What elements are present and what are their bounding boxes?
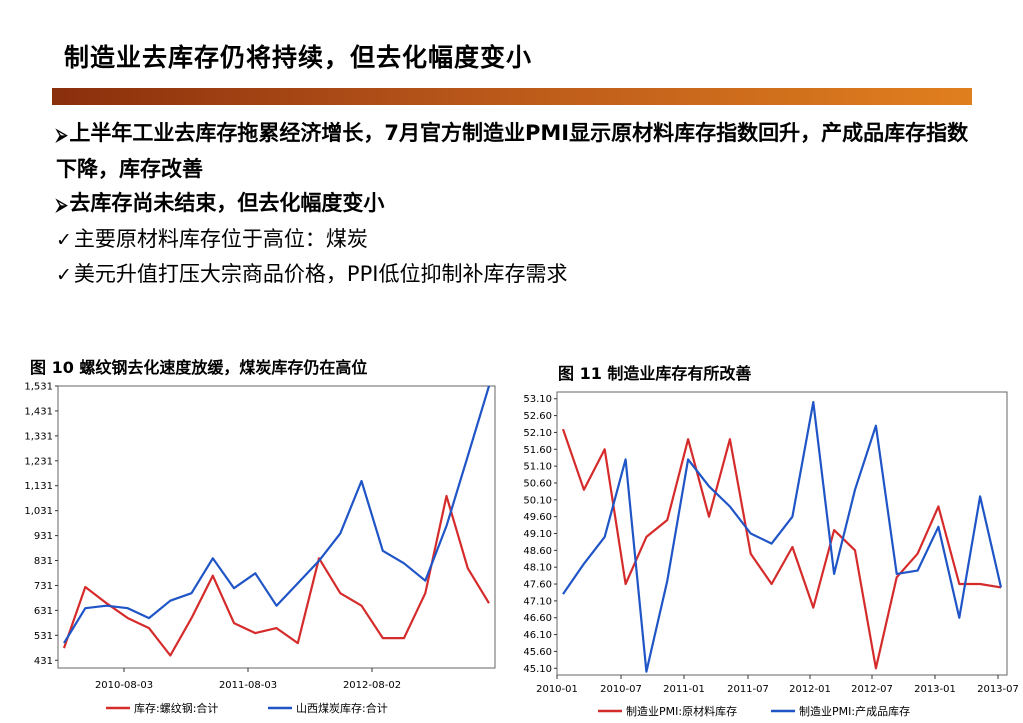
plot-frame xyxy=(57,385,496,669)
y-tick-label: 49.10 xyxy=(523,529,552,540)
series-line-1 xyxy=(62,494,490,657)
y-tick-label: 431 xyxy=(34,656,53,667)
x-tick-label: 2012-01 xyxy=(789,684,831,695)
y-tick-label: 53.10 xyxy=(523,394,552,405)
y-tick-label: 1,431 xyxy=(24,406,53,417)
x-tick-label: 2011-01 xyxy=(663,684,705,695)
checkmark-icon: ✓ xyxy=(56,264,72,286)
x-tick-label: 2010-07 xyxy=(600,684,642,695)
x-tick-label: 2013-01 xyxy=(914,684,956,695)
x-tick-label: 2013-07 xyxy=(977,684,1019,695)
y-tick-label: 50.60 xyxy=(523,478,552,489)
bullet-list: ⮚上半年工业去库存拖累经济增长，7月官方制造业PMI显示原材料库存指数回升，产成… xyxy=(56,116,976,292)
slide-title: 制造业去库存仍将持续，但去化幅度变小 xyxy=(64,43,533,72)
y-tick-label: 1,031 xyxy=(24,506,53,517)
y-tick-label: 1,231 xyxy=(24,456,53,467)
y-tick-label: 48.60 xyxy=(523,546,552,557)
y-tick-label: 731 xyxy=(34,581,53,592)
bullet-4: ✓美元升值打压大宗商品价格，PPI低位抑制补库存需求 xyxy=(56,257,976,292)
title-gradient-bar xyxy=(52,88,972,105)
y-tick-label: 631 xyxy=(34,606,53,617)
legend-label: 库存:螺纹钢:合计 xyxy=(134,701,218,715)
y-tick-label: 51.60 xyxy=(523,445,552,456)
y-tick-label: 51.10 xyxy=(523,462,552,473)
x-tick-label: 2010-01 xyxy=(536,684,578,695)
bullet-text: 美元升值打压大宗商品价格，PPI低位抑制补库存需求 xyxy=(73,262,568,286)
x-tick-label: 2011-07 xyxy=(727,684,769,695)
y-tick-label: 46.10 xyxy=(523,630,552,641)
x-tick-label: 2012-07 xyxy=(851,684,893,695)
legend-label: 制造业PMI:原材料库存 xyxy=(626,704,737,718)
x-tick-label: 2011-08-03 xyxy=(219,680,277,691)
y-tick-label: 45.10 xyxy=(523,664,552,675)
y-tick-label: 47.10 xyxy=(523,596,552,607)
bullet-text: 主要原材料库存位于高位：煤炭 xyxy=(73,227,368,251)
x-tick-label: 2010-08-03 xyxy=(95,680,153,691)
series-line-2 xyxy=(562,401,1003,673)
y-tick-label: 52.10 xyxy=(523,428,552,439)
y-tick-label: 49.60 xyxy=(523,512,552,523)
y-tick-label: 831 xyxy=(34,556,53,567)
y-tick-label: 1,331 xyxy=(24,431,53,442)
series-line-2 xyxy=(63,385,491,644)
y-tick-label: 1,131 xyxy=(24,481,53,492)
legend-label: 山西煤炭库存:合计 xyxy=(296,701,388,715)
arrow-bullet-icon: ⮚ xyxy=(56,125,68,144)
chart-11-title: 图 11 制造业库存有所改善 xyxy=(558,364,752,383)
legend-label: 制造业PMI:产成品库存 xyxy=(799,704,910,718)
bullet-3: ✓主要原材料库存位于高位：煤炭 xyxy=(56,222,976,257)
bullet-1: ⮚上半年工业去库存拖累经济增长，7月官方制造业PMI显示原材料库存指数回升，产成… xyxy=(56,116,976,186)
x-tick-label: 2012-08-02 xyxy=(343,680,401,691)
y-tick-label: 1,531 xyxy=(24,382,53,393)
y-tick-label: 52.60 xyxy=(523,411,552,422)
checkmark-icon: ✓ xyxy=(56,229,72,251)
y-tick-label: 47.60 xyxy=(523,580,552,591)
y-tick-label: 48.10 xyxy=(523,563,552,574)
chart-10: 1,531 1,431 1,331 1,231 1,131 1,031 931 831 731 6… xyxy=(24,382,496,715)
y-tick-label: 531 xyxy=(34,631,53,642)
bullet-text: 上半年工业去库存拖累经济增长，7月官方制造业PMI显示原材料库存指数回升，产成品… xyxy=(56,121,969,181)
y-tick-label: 931 xyxy=(34,531,53,542)
y-tick-label: 45.60 xyxy=(523,647,552,658)
y-tick-label: 46.60 xyxy=(523,613,552,624)
bullet-text: 去库存尚未结束，但去化幅度变小 xyxy=(69,191,385,215)
arrow-bullet-icon: ⮚ xyxy=(56,195,68,214)
chart-10-title: 图 10 螺纹钢去化速度放缓，煤炭库存仍在高位 xyxy=(30,358,368,377)
bullet-2: ⮚去库存尚未结束，但去化幅度变小 xyxy=(56,186,976,222)
chart-11: 53.10 52.60 52.10 51.60 51.10 50.60 50.10 49.60… xyxy=(523,391,1019,718)
y-tick-label: 50.10 xyxy=(523,495,552,506)
